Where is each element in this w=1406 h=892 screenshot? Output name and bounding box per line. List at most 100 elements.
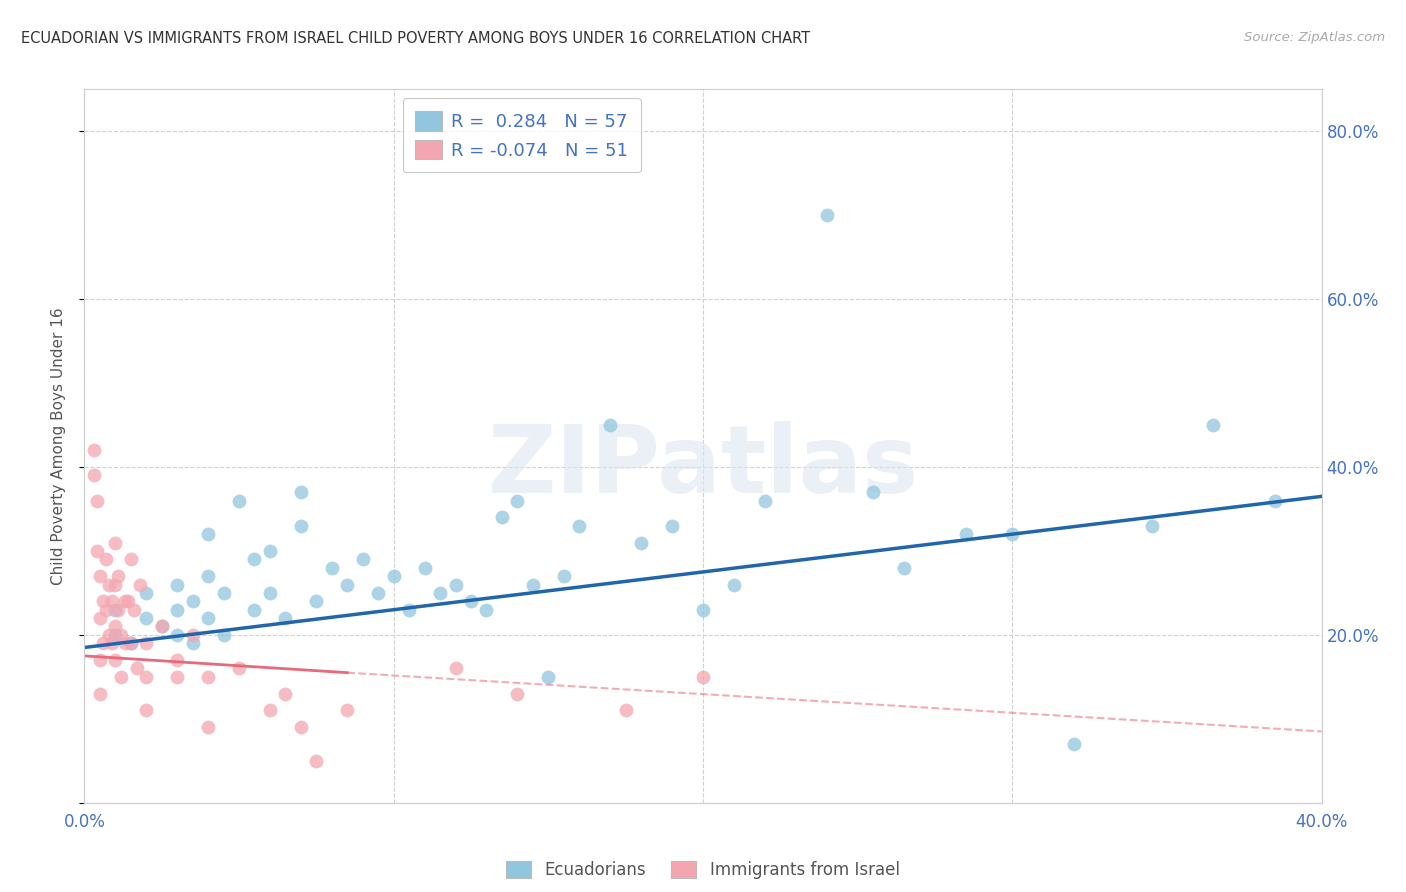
Point (166, 628, 188, 642)
Point (135, 703, 157, 717)
Point (181, 636, 204, 650)
Point (91, 594, 114, 608)
Point (290, 485, 312, 500)
Point (506, 493, 529, 508)
Point (475, 603, 498, 617)
Point (1001, 527, 1024, 541)
Point (460, 594, 482, 608)
Point (181, 628, 204, 642)
Legend: Ecuadorians, Immigrants from Israel: Ecuadorians, Immigrants from Israel (498, 853, 908, 888)
Point (135, 670, 157, 684)
Point (122, 603, 145, 617)
Point (553, 569, 575, 583)
Point (135, 586, 157, 600)
Point (259, 703, 281, 717)
Point (107, 603, 129, 617)
Y-axis label: Child Poverty Among Boys Under 16: Child Poverty Among Boys Under 16 (51, 307, 66, 585)
Point (86, 493, 108, 508)
Point (1264, 493, 1286, 508)
Point (120, 552, 142, 566)
Point (104, 603, 127, 617)
Point (661, 518, 683, 533)
Point (367, 586, 389, 600)
Point (228, 493, 250, 508)
Point (120, 636, 142, 650)
Point (893, 560, 915, 574)
Point (197, 527, 219, 541)
Point (352, 552, 374, 566)
Point (212, 628, 235, 642)
Point (754, 493, 776, 508)
Point (815, 208, 838, 222)
Point (135, 611, 157, 625)
Point (98, 628, 121, 642)
Point (568, 518, 591, 533)
Point (197, 670, 219, 684)
Point (599, 417, 621, 432)
Point (290, 720, 312, 734)
Point (197, 569, 219, 583)
Point (290, 518, 312, 533)
Text: ZIPatlas: ZIPatlas (488, 421, 918, 514)
Point (150, 619, 173, 633)
Point (522, 577, 544, 591)
Point (259, 586, 281, 600)
Point (692, 670, 714, 684)
Point (243, 552, 266, 566)
Point (212, 586, 235, 600)
Point (243, 603, 266, 617)
Point (129, 577, 152, 591)
Point (120, 636, 142, 650)
Point (166, 603, 188, 617)
Point (955, 527, 977, 541)
Point (259, 544, 281, 558)
Point (444, 577, 467, 591)
Point (537, 670, 560, 684)
Point (429, 586, 451, 600)
Point (166, 653, 188, 667)
Point (94, 603, 117, 617)
Point (197, 611, 219, 625)
Point (101, 594, 124, 608)
Point (83, 468, 105, 483)
Point (1063, 737, 1085, 751)
Point (98, 577, 121, 591)
Point (305, 754, 328, 768)
Point (862, 485, 884, 500)
Point (104, 653, 127, 667)
Point (114, 636, 136, 650)
Point (110, 628, 132, 642)
Point (104, 628, 127, 642)
Point (305, 594, 328, 608)
Point (83, 443, 105, 458)
Point (336, 703, 359, 717)
Point (692, 603, 714, 617)
Point (723, 577, 745, 591)
Point (274, 687, 297, 701)
Point (506, 687, 529, 701)
Point (89, 653, 111, 667)
Point (117, 594, 139, 608)
Point (91, 636, 114, 650)
Point (101, 636, 124, 650)
Point (107, 569, 129, 583)
Point (382, 569, 405, 583)
Point (614, 703, 637, 717)
Point (630, 535, 652, 549)
Point (274, 611, 297, 625)
Point (125, 661, 148, 675)
Point (89, 569, 111, 583)
Point (321, 560, 343, 574)
Point (336, 577, 359, 591)
Point (228, 661, 250, 675)
Point (110, 670, 132, 684)
Point (135, 636, 157, 650)
Point (1140, 518, 1163, 533)
Point (181, 594, 204, 608)
Point (150, 619, 173, 633)
Point (197, 720, 219, 734)
Point (89, 687, 111, 701)
Point (104, 619, 127, 633)
Point (86, 544, 108, 558)
Point (166, 577, 188, 591)
